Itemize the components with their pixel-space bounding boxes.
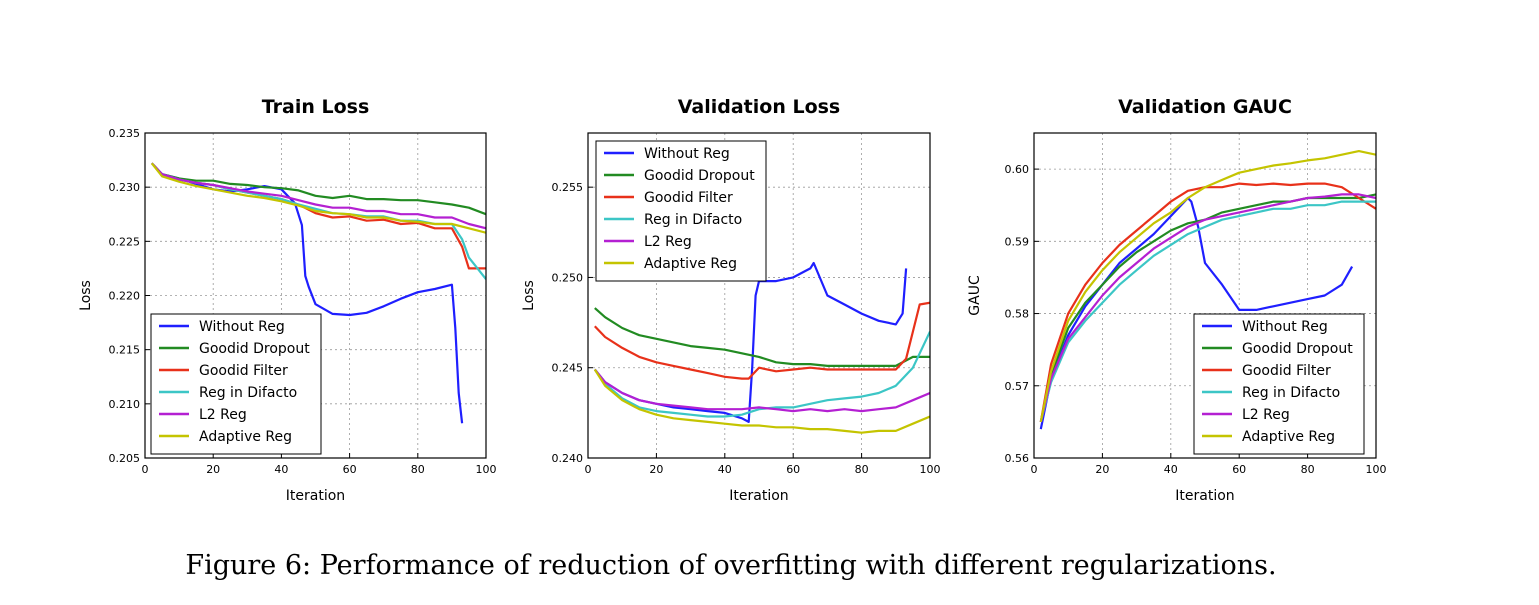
legend-label-without-reg: Without Reg bbox=[199, 319, 285, 335]
x-tick-label: 0 bbox=[585, 463, 592, 476]
series-lines bbox=[150, 162, 486, 424]
legend-label-without-reg: Without Reg bbox=[644, 146, 730, 162]
legend-label-reg-in-difacto: Reg in Difacto bbox=[1242, 385, 1340, 401]
series-line-adaptive-reg bbox=[593, 368, 930, 434]
plot-frame bbox=[144, 132, 487, 459]
legend-label-l2-reg: L2 Reg bbox=[199, 407, 247, 423]
y-tick-label: 0.235 bbox=[109, 127, 141, 140]
legend: Without Reg Goodid Dropout Goodid Filter Re… bbox=[1193, 313, 1365, 455]
x-tick-label: 60 bbox=[1232, 463, 1246, 476]
legend-label-goodid-dropout: Goodid Dropout bbox=[1242, 341, 1353, 357]
legend-label-goodid-filter: Goodid Filter bbox=[1242, 363, 1331, 379]
y-tick-label: 0.56 bbox=[1005, 452, 1030, 465]
plot-frame bbox=[1033, 132, 1377, 459]
legend-box bbox=[1193, 313, 1365, 455]
series-line-adaptive-reg bbox=[150, 162, 486, 234]
y-tick-label: 0.60 bbox=[1005, 163, 1030, 176]
y-tick-label: 0.220 bbox=[109, 290, 141, 303]
y-axis-label: Loss bbox=[521, 280, 537, 311]
y-tick-label: 0.255 bbox=[552, 181, 584, 194]
x-tick-label: 60 bbox=[343, 463, 357, 476]
x-tick-label: 40 bbox=[1164, 463, 1178, 476]
series-line-goodid-dropout bbox=[594, 307, 930, 367]
y-tick-label: 0.215 bbox=[109, 344, 141, 357]
legend-label-adaptive-reg: Adaptive Reg bbox=[1242, 429, 1335, 445]
x-tick-label: 60 bbox=[786, 463, 800, 476]
y-tick-label: 0.59 bbox=[1005, 235, 1030, 248]
series-lines bbox=[593, 261, 930, 434]
y-tick-label: 0.250 bbox=[552, 271, 584, 284]
y-tick-label: 0.57 bbox=[1005, 380, 1030, 393]
series-line-without-reg bbox=[593, 261, 908, 423]
figure-caption: Figure 6: Performance of reduction of ov… bbox=[185, 550, 1277, 581]
chart-title: Train Loss bbox=[262, 96, 370, 118]
legend-label-reg-in-difacto: Reg in Difacto bbox=[199, 385, 297, 401]
y-tick-label: 0.210 bbox=[109, 398, 141, 411]
x-axis-label: Iteration bbox=[1175, 488, 1234, 504]
series-line-adaptive-reg bbox=[1039, 150, 1376, 423]
x-tick-label: 20 bbox=[206, 463, 220, 476]
chart-validation-loss: Validation Loss 0 20 40 60 80 100 0.240 0.245 0.2… bbox=[521, 96, 941, 504]
y-tick-label: 0.230 bbox=[109, 181, 141, 194]
x-tick-label: 20 bbox=[1095, 463, 1109, 476]
y-tick-label: 0.245 bbox=[552, 362, 584, 375]
chart-validation-gauc: Validation GAUC 0 20 40 60 80 100 0.56 0.57 0.58 0… bbox=[967, 96, 1387, 504]
y-tick-label: 0.240 bbox=[552, 452, 584, 465]
legend-label-l2-reg: L2 Reg bbox=[1242, 407, 1290, 423]
x-tick-label: 40 bbox=[718, 463, 732, 476]
legend-label-goodid-dropout: Goodid Dropout bbox=[644, 168, 755, 184]
legend-box bbox=[595, 140, 767, 282]
chart-title: Validation GAUC bbox=[1118, 96, 1292, 118]
x-tick-label: 80 bbox=[855, 463, 869, 476]
x-tick-label: 0 bbox=[1031, 463, 1038, 476]
x-tick-label: 100 bbox=[920, 463, 941, 476]
y-tick-label: 0.205 bbox=[109, 452, 141, 465]
series-line-reg-in-difacto bbox=[593, 331, 930, 418]
y-axis-label: Loss bbox=[78, 280, 94, 311]
series-lines bbox=[1039, 150, 1376, 430]
series-line-l2-reg bbox=[593, 368, 930, 413]
plot-frame bbox=[587, 132, 931, 459]
x-axis-label: Iteration bbox=[729, 488, 788, 504]
legend-label-adaptive-reg: Adaptive Reg bbox=[199, 429, 292, 445]
x-tick-label: 0 bbox=[142, 463, 149, 476]
x-tick-label: 40 bbox=[274, 463, 288, 476]
x-tick-label: 100 bbox=[476, 463, 497, 476]
figure: Train Loss 0 20 40 60 80 100 0.205 0.210 0.215 0.2… bbox=[78, 96, 1387, 504]
legend-label-adaptive-reg: Adaptive Reg bbox=[644, 256, 737, 272]
x-tick-label: 100 bbox=[1366, 463, 1387, 476]
series-line-l2-reg bbox=[1039, 193, 1376, 423]
x-tick-label: 20 bbox=[649, 463, 663, 476]
series-line-l2-reg bbox=[151, 162, 486, 230]
y-tick-label: 0.225 bbox=[109, 235, 141, 248]
legend-label-goodid-filter: Goodid Filter bbox=[644, 190, 733, 206]
x-axis-label: Iteration bbox=[286, 488, 345, 504]
legend: Without Reg Goodid Dropout Goodid Filter Re… bbox=[595, 140, 767, 282]
series-line-goodid-dropout bbox=[151, 162, 486, 216]
chart-train-loss: Train Loss 0 20 40 60 80 100 0.205 0.210 0.215 0.2… bbox=[78, 96, 497, 504]
series-line-goodid-filter bbox=[594, 301, 930, 380]
legend-label-reg-in-difacto: Reg in Difacto bbox=[644, 212, 742, 228]
series-line-goodid-filter bbox=[151, 162, 486, 270]
legend-label-goodid-dropout: Goodid Dropout bbox=[199, 341, 310, 357]
y-tick-label: 0.58 bbox=[1005, 308, 1030, 321]
x-tick-label: 80 bbox=[1301, 463, 1315, 476]
chart-title: Validation Loss bbox=[678, 96, 841, 118]
x-tick-label: 80 bbox=[411, 463, 425, 476]
legend-label-l2-reg: L2 Reg bbox=[644, 234, 692, 250]
legend-label-without-reg: Without Reg bbox=[1242, 319, 1328, 335]
series-line-reg-in-difacto bbox=[1039, 200, 1376, 423]
y-axis-label: GAUC bbox=[967, 275, 983, 316]
series-line-without-reg bbox=[1039, 196, 1354, 430]
legend: Without Reg Goodid Dropout Goodid Filter Re… bbox=[150, 313, 322, 455]
legend-label-goodid-filter: Goodid Filter bbox=[199, 363, 288, 379]
legend-box bbox=[150, 313, 322, 455]
